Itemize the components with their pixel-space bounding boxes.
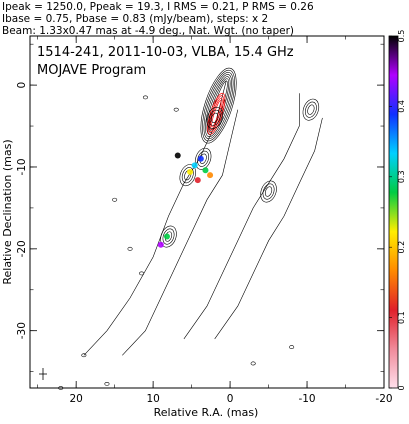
diffuse-contour [83, 80, 227, 356]
noise-contour [142, 95, 148, 100]
colorbar-tick-label: 0.4 [397, 100, 406, 113]
component-contour [264, 186, 273, 197]
core-contour [205, 74, 232, 138]
noise-contour [173, 107, 179, 112]
colorbar [388, 35, 399, 389]
colorbar-tick-label: 0.5 [397, 30, 406, 43]
y-axis-label: Relative Declination (mas) [1, 139, 14, 284]
component-contour [194, 147, 212, 170]
diffuse-contour [122, 109, 239, 356]
core-contour [200, 67, 237, 144]
x-axis-ticks: 20 10 0 -10 -20 [37, 36, 393, 405]
polarization-patch [202, 167, 209, 174]
component-contour [262, 183, 275, 200]
component-contour [307, 104, 315, 115]
core-contour [206, 76, 231, 135]
polarization-patch [191, 162, 198, 169]
polarization-patch [207, 172, 214, 179]
x-tick-label: -10 [298, 393, 315, 405]
component-contour [206, 106, 223, 129]
x-tick-label: -20 [375, 393, 392, 405]
jet-contours [58, 67, 323, 390]
y-tick-label: -20 [16, 240, 28, 257]
diffuse-contour [183, 93, 300, 340]
y-tick-label: -10 [16, 158, 28, 175]
component-contour [181, 167, 194, 184]
polarization-patch [197, 155, 204, 162]
header-line-1: Ipeak = 1250.0, Ppeak = 19.3, I RMS = 0.… [2, 1, 314, 13]
noise-contour [112, 197, 118, 202]
polarization-patch [163, 233, 170, 240]
noise-contour [250, 361, 256, 366]
north-arrow-marker [39, 368, 47, 380]
component-contour [211, 112, 219, 123]
component-contour [162, 228, 175, 245]
polarization-contour [209, 97, 223, 130]
polarization-patch [174, 152, 181, 159]
header-line-3: Beam: 1.33x0.47 mas at -4.9 deg., Nat. W… [2, 25, 294, 37]
component-contour [160, 225, 177, 248]
colorbar-tick-label: 0 [397, 385, 406, 390]
noise-contour [139, 271, 145, 276]
y-axis-ticks: 0 -10 -20 -30 [16, 43, 384, 372]
x-axis-label: Relative R.A. (mas) [154, 406, 259, 419]
noise-contour [81, 353, 87, 358]
component-contour [197, 150, 210, 167]
polarization-patch [194, 177, 201, 184]
polarization-contour [207, 92, 226, 135]
component-contour [304, 101, 317, 118]
x-tick-label: 20 [69, 393, 82, 405]
colorbar-tick-label: 0.2 [397, 241, 406, 254]
colorbar-tick-label: 0.3 [397, 170, 406, 183]
chart-subtitle: MOJAVE Program [37, 63, 146, 78]
plot-frame [29, 35, 385, 389]
polarization-patch [157, 241, 164, 248]
core-contour [203, 72, 234, 140]
component-contour [260, 180, 277, 203]
component-contour [302, 98, 320, 121]
x-tick-label: 0 [227, 393, 234, 405]
diffuse-contour [214, 117, 323, 340]
component-contour [208, 109, 221, 126]
colorbar-ticks: 0 0.1 0.2 0.3 0.4 0.5 [389, 30, 406, 391]
noise-contour [104, 382, 110, 386]
noise-contour [127, 246, 133, 251]
core-contour [202, 69, 235, 142]
polarization-patch [187, 168, 194, 175]
colorbar-tick-label: 0.1 [397, 311, 406, 324]
y-tick-label: -30 [16, 322, 28, 339]
chart-title: 1514-241, 2011-10-03, VLBA, 15.4 GHz [37, 45, 294, 60]
component-contour [179, 164, 196, 187]
noise-contour [289, 345, 295, 349]
header-line-2: Ibase = 0.75, Pbase = 0.83 (mJy/beam), s… [2, 13, 268, 25]
y-tick-label: 0 [16, 82, 28, 89]
x-tick-label: 10 [146, 393, 159, 405]
